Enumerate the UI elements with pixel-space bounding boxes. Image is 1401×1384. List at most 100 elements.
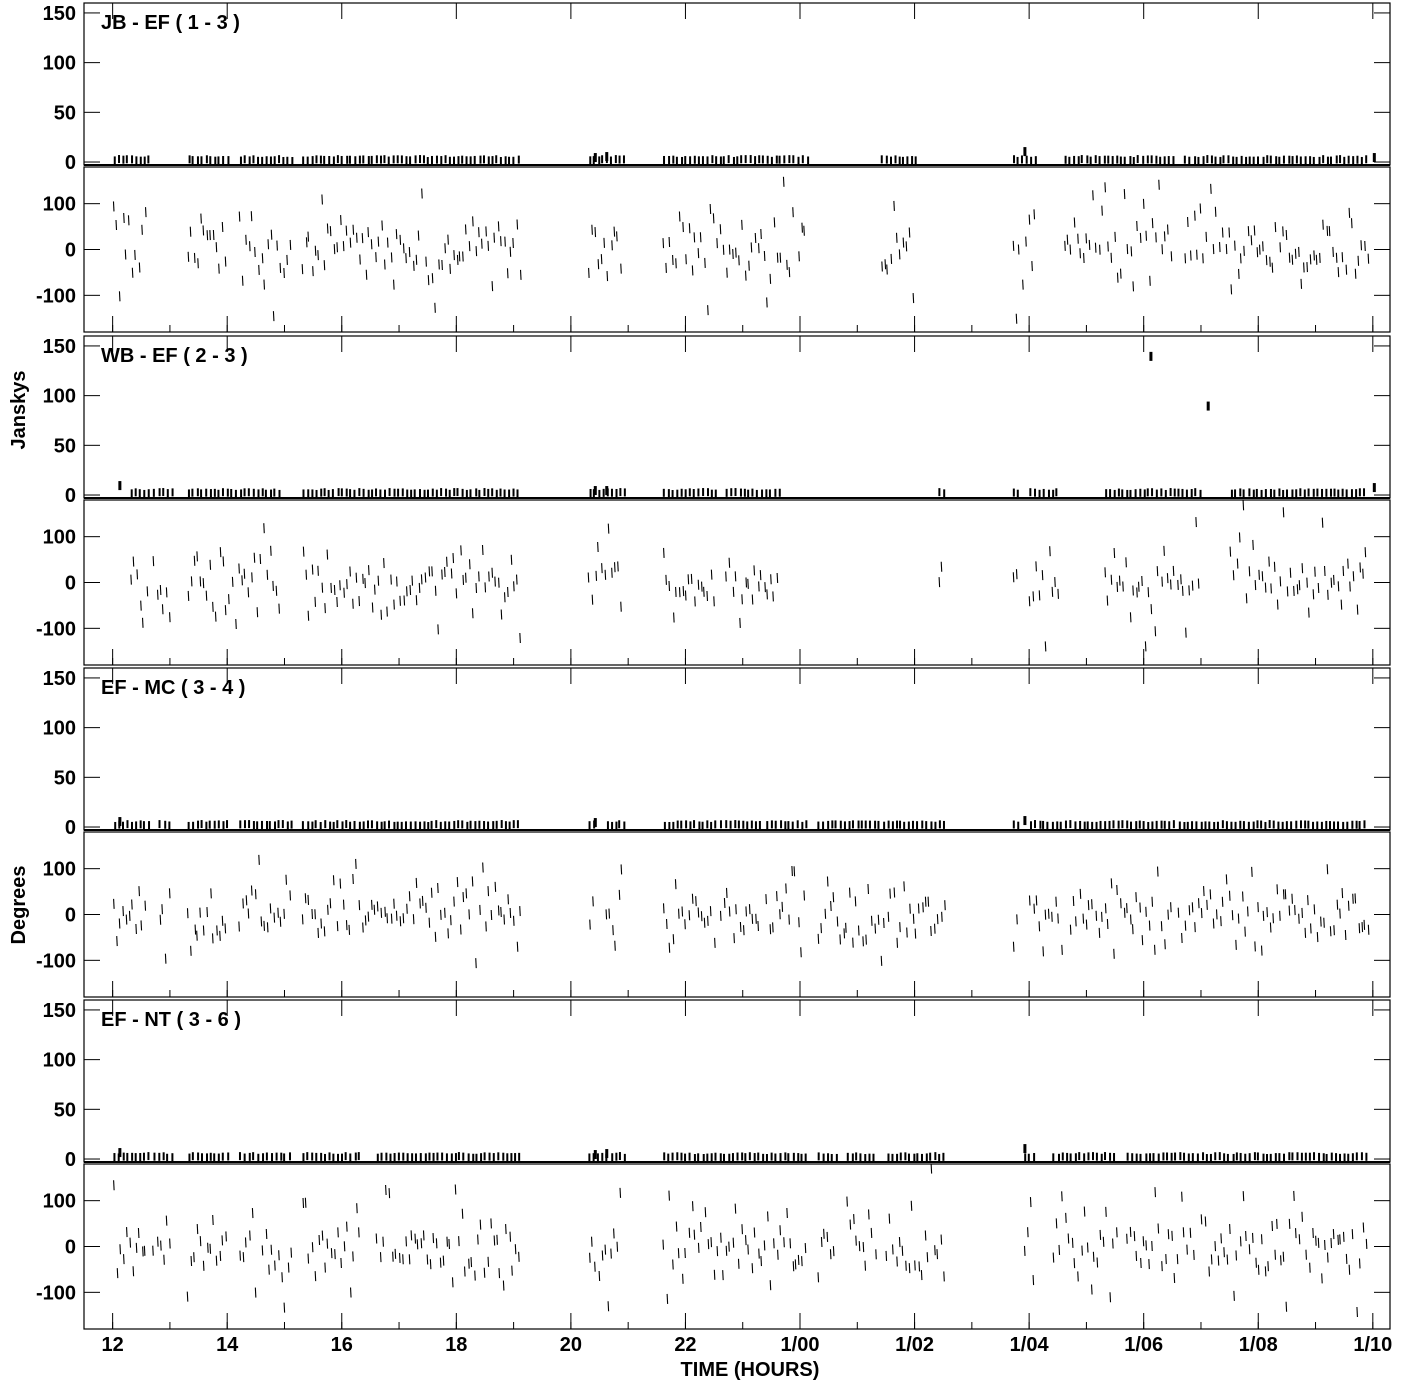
amplitude-point (801, 821, 804, 830)
amplitude-point (117, 1153, 120, 1162)
phase-point (393, 599, 395, 610)
phase-point (1144, 641, 1147, 652)
phase-point (849, 1219, 852, 1230)
phase-point (725, 571, 727, 582)
phase-point (606, 271, 609, 282)
amp-tick-label: 150 (43, 3, 76, 25)
phase-point (668, 942, 671, 953)
amplitude-point (397, 1152, 400, 1161)
phase-point (755, 913, 757, 924)
amplitude-point (380, 1152, 383, 1161)
amplitude-point (1230, 489, 1233, 498)
phase-point (199, 1236, 202, 1247)
amplitude-point (783, 155, 786, 164)
phase-point (1197, 578, 1200, 589)
phase-point (210, 888, 212, 899)
amplitude-point (205, 1153, 208, 1162)
amplitude-point (1307, 488, 1310, 497)
amplitude-point (1105, 489, 1108, 498)
amplitude-point (423, 489, 426, 498)
phase-point (159, 914, 162, 925)
phase-point (1038, 921, 1041, 932)
phase-point (376, 901, 379, 912)
phase-point (395, 910, 398, 921)
amplitude-point (1027, 1153, 1030, 1162)
phase-point (1165, 1254, 1167, 1265)
amplitude-point (731, 1153, 734, 1162)
amplitude-point (1204, 821, 1207, 830)
phase-point (239, 1250, 241, 1261)
amplitude-point (196, 488, 199, 497)
phase-point (279, 262, 282, 273)
amplitude-point (1183, 155, 1186, 164)
amplitude-point (283, 1153, 286, 1162)
amplitude-point (890, 156, 893, 165)
phase-point (1147, 587, 1150, 598)
phase-point (395, 229, 398, 240)
phase-point (703, 586, 705, 597)
amplitude-point (1247, 821, 1250, 830)
phase-point (318, 1234, 321, 1246)
amp-tick-label: 100 (43, 386, 76, 408)
phase-point (431, 273, 434, 284)
phase-point (839, 934, 841, 945)
phase-point (1239, 1236, 1242, 1247)
phase-point (1028, 596, 1031, 607)
amplitude-point (663, 155, 666, 164)
amplitude-point (383, 155, 386, 164)
phase-point (758, 581, 760, 592)
phase-point (691, 1201, 694, 1212)
phase-point (215, 242, 218, 253)
amplitude-point (1020, 155, 1023, 164)
amplitude-point (358, 488, 361, 497)
amplitude-point (618, 155, 621, 164)
phase-point (789, 1238, 792, 1249)
phase-point (1075, 916, 1077, 927)
amplitude-point (130, 821, 133, 830)
amplitude-point (719, 820, 722, 829)
amplitude-point (479, 155, 482, 164)
amplitude-point (667, 489, 670, 498)
phase-point (1194, 210, 1196, 221)
phase-point (1251, 1232, 1254, 1243)
phase-point (1340, 599, 1343, 610)
x-axis-title: TIME (HOURS) (681, 1359, 820, 1381)
phase-point (169, 612, 171, 623)
phase-point (1081, 1245, 1083, 1256)
phase-point (763, 250, 766, 262)
phase-point (1116, 1227, 1118, 1238)
phase-point (1342, 1231, 1345, 1242)
phase-point (1298, 1234, 1301, 1245)
amplitude-point (1281, 821, 1284, 830)
phase-point (691, 265, 694, 276)
amplitude-point (472, 1153, 475, 1162)
phase-point (779, 252, 782, 263)
amplitude-point (445, 1153, 448, 1162)
phase-point (794, 1259, 797, 1270)
phase-point (1098, 927, 1101, 938)
phase-point (356, 232, 358, 243)
amplitude-point (1017, 821, 1020, 830)
phase-point (113, 898, 115, 909)
amplitude-point (1363, 488, 1366, 497)
amplitude-point (1318, 156, 1321, 165)
phase-point (377, 575, 380, 586)
amplitude-point (1339, 155, 1342, 164)
amplitude-point (601, 155, 604, 164)
x-tick-label: 1/04 (1010, 1334, 1050, 1356)
phase-point (1087, 900, 1090, 911)
amplitude-point (706, 156, 709, 165)
phase-point (224, 256, 227, 267)
phase-point (612, 925, 614, 936)
amplitude-point (601, 1152, 604, 1161)
amplitude-point (1325, 820, 1328, 829)
amplitude-point (1304, 156, 1307, 165)
phase-point (665, 574, 667, 585)
phase-point (161, 604, 164, 615)
phase-point (1035, 561, 1037, 572)
amplitude-point (348, 155, 351, 164)
phase-point (393, 279, 395, 290)
phase-point (238, 921, 240, 932)
phase-point (399, 234, 402, 245)
